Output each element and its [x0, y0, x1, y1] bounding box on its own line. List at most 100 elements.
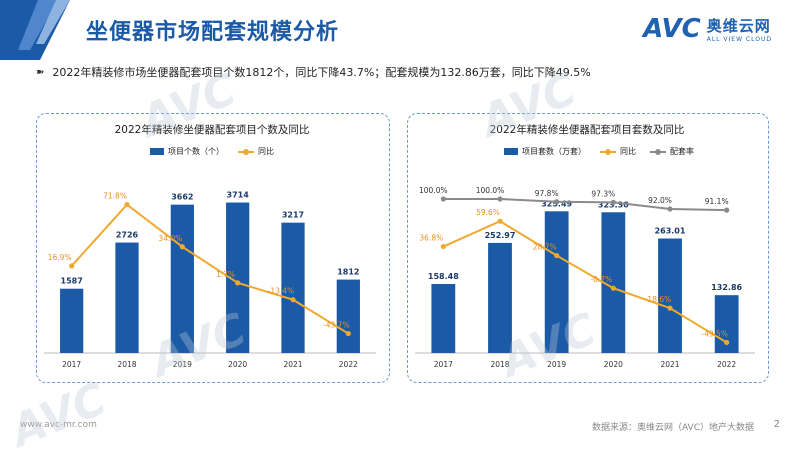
x-tick-label: 2022: [717, 360, 736, 369]
yoy-point: [179, 244, 185, 250]
brand-logo: AVC 奥维云网 ALL VIEW CLOUD: [643, 14, 772, 44]
x-tick-label: 2020: [228, 360, 247, 369]
chart-panel-left: [36, 113, 390, 383]
x-tick-label: 2022: [339, 360, 358, 369]
bar-value-label: 132.86: [711, 283, 742, 292]
bar: [431, 284, 456, 353]
x-tick-label: 2017: [434, 360, 453, 369]
legend-swatch: [150, 148, 164, 155]
bar: [226, 202, 250, 353]
rate-value-label: 92.0%: [648, 196, 672, 205]
yoy-point: [497, 218, 503, 224]
yoy-value-label: 28.7%: [533, 243, 557, 252]
logo-brand: AVC: [643, 14, 701, 44]
chart-left: 1587 2017 2726 2018 3662 2019 3714 2020 3217 2021…: [44, 191, 376, 369]
summary-line: ➽ 2022年精装修市场坐便器配套项目个数1812个，同比下降43.7%；配套规…: [36, 64, 591, 80]
x-tick-label: 2019: [547, 360, 566, 369]
x-tick-label: 2017: [62, 360, 81, 369]
bar-value-label: 2726: [116, 231, 139, 240]
yoy-point: [124, 201, 130, 208]
bar: [60, 288, 84, 353]
yoy-point: [667, 305, 673, 311]
rate-point: [610, 199, 616, 205]
legend-label: 配套率: [670, 147, 694, 156]
x-tick-label: 2018: [117, 360, 136, 369]
yoy-value-label: -18.6%: [645, 295, 672, 304]
legend-item-rate: 配套率: [650, 146, 694, 157]
legend-label: 同比: [258, 147, 274, 156]
yoy-value-label: 36.8%: [419, 234, 443, 243]
bar: [488, 242, 512, 353]
watermark: AVC: [3, 373, 114, 457]
legend-item-yoy: 同比: [238, 146, 274, 157]
yoy-line: [70, 203, 349, 335]
footer-source: 数据来源：奥维云网（AVC）地产大数据: [591, 423, 754, 433]
yoy-point: [345, 330, 351, 337]
bar-value-label: 3217: [282, 211, 304, 220]
bar-value-label: 158.48: [428, 272, 459, 281]
yoy-value-label: 59.6%: [476, 208, 500, 217]
legend-left: 项目个数（个） 同比: [150, 146, 274, 157]
rate-point: [724, 207, 730, 213]
logo-en: ALL VIEW CLOUD: [706, 36, 772, 43]
yoy-point: [235, 280, 241, 286]
rate-value-label: 97.3%: [591, 189, 615, 198]
rate-value-label: 91.1%: [705, 197, 729, 206]
legend-item-yoy: 同比: [600, 146, 636, 157]
yoy-point: [69, 263, 75, 269]
rate-point: [497, 196, 503, 202]
x-tick-label: 2018: [490, 360, 509, 369]
legend-label: 项目个数（个）: [168, 147, 224, 156]
bar-value-label: 1587: [61, 277, 83, 286]
bar-value-label: 252.97: [485, 231, 516, 240]
legend-right: 项目套数（万套） 同比 配套率: [504, 146, 694, 157]
rate-point: [554, 199, 560, 205]
bar: [336, 279, 360, 353]
yoy-point: [554, 252, 560, 259]
bar: [658, 238, 682, 353]
page-number: 2: [773, 419, 780, 430]
yoy-value-label: -43.7%: [323, 321, 350, 330]
yoy-value-label: -0.7%: [590, 275, 612, 284]
rate-value-label: 100.0%: [476, 186, 505, 195]
bar-value-label: 263.01: [655, 227, 686, 236]
x-tick-label: 2021: [283, 360, 302, 369]
page-title: 坐便器市场配套规模分析: [86, 20, 340, 45]
x-tick-label: 2020: [604, 360, 623, 369]
summary-text: 2022年精装修市场坐便器配套项目个数1812个，同比下降43.7%；配套规模为…: [52, 66, 591, 79]
bar: [115, 242, 139, 353]
arrow-bullet-icon: ➽: [36, 66, 45, 78]
chart-title-left: 2022年精装修坐便器配套项目个数及同比: [114, 124, 310, 136]
bar: [281, 222, 305, 353]
bar: [170, 204, 194, 353]
yoy-value-label: -13.4%: [268, 287, 295, 296]
rate-value-label: 100.0%: [419, 186, 448, 195]
legend-swatch: [238, 148, 254, 155]
yoy-line: [442, 220, 728, 344]
rate-value-label: 97.8%: [535, 189, 559, 198]
yoy-value-label: 71.8%: [103, 192, 127, 201]
bar: [601, 212, 626, 353]
logo-cn: 奥维云网: [706, 17, 771, 35]
rate-point: [667, 206, 673, 212]
bar: [544, 211, 569, 353]
bar-value-label: 3714: [227, 191, 250, 200]
legend-item-bar: 项目个数（个）: [150, 146, 224, 157]
yoy-value-label: 34.0%: [158, 234, 182, 243]
x-tick-label: 2019: [173, 360, 192, 369]
legend-swatch: [504, 148, 518, 155]
yoy-value-label: 16.9%: [48, 253, 72, 262]
rate-point: [440, 196, 446, 202]
legend-label: 项目套数（万套）: [522, 147, 586, 156]
header-decoration: [0, 0, 70, 60]
rate-line: [443, 198, 727, 212]
chart-right: 158.482017252.972018325.492019323.302020…: [415, 186, 755, 369]
yoy-point: [290, 297, 296, 303]
bar-value-label: 3662: [171, 193, 193, 202]
yoy-point: [440, 243, 446, 250]
legend-swatch: [600, 148, 616, 155]
bar-value-label: 1812: [337, 268, 359, 277]
chart-title-right: 2022年精装修坐便器配套项目套数及同比: [489, 124, 685, 136]
legend-item-bar: 项目套数（万套）: [504, 146, 586, 157]
yoy-point: [610, 285, 616, 291]
